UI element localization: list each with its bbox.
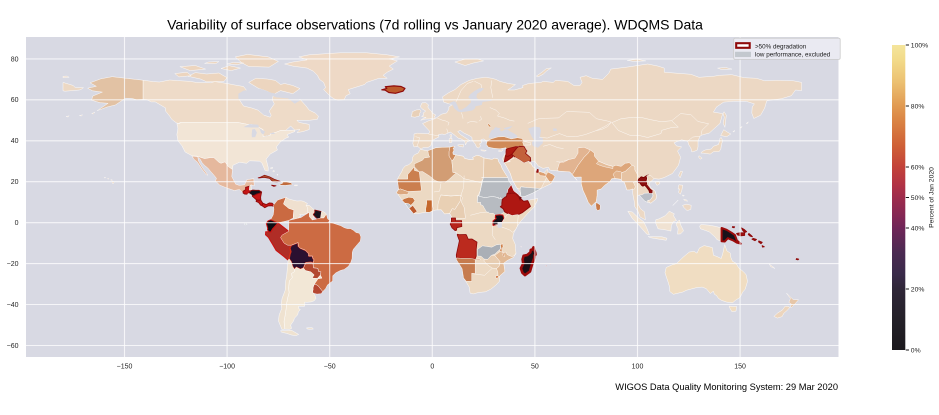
svg-text:>50% degradation: >50% degradation: [755, 43, 807, 50]
svg-text:50: 50: [531, 364, 539, 371]
svg-text:−50: −50: [324, 364, 336, 371]
svg-text:60: 60: [11, 97, 19, 104]
svg-text:−150: −150: [117, 364, 133, 371]
svg-text:150: 150: [734, 364, 746, 371]
svg-text:0%: 0%: [911, 348, 921, 355]
svg-text:low performance, excluded: low performance, excluded: [755, 52, 831, 59]
svg-text:100: 100: [632, 364, 644, 371]
svg-text:80: 80: [11, 56, 19, 63]
svg-text:−20: −20: [7, 261, 19, 268]
svg-text:Percent of Jan 2020: Percent of Jan 2020: [929, 167, 936, 228]
svg-text:50%: 50%: [911, 195, 925, 202]
svg-text:60%: 60%: [911, 165, 925, 172]
svg-text:80%: 80%: [911, 104, 925, 111]
svg-text:20%: 20%: [911, 287, 925, 294]
svg-text:40: 40: [11, 138, 19, 145]
svg-text:−100: −100: [219, 364, 235, 371]
svg-text:−40: −40: [7, 302, 19, 309]
svg-text:100%: 100%: [911, 43, 928, 50]
svg-text:0: 0: [430, 364, 434, 371]
svg-text:20: 20: [11, 179, 19, 186]
svg-text:WIGOS Data Quality Monitoring: WIGOS Data Quality Monitoring System: 29…: [615, 382, 838, 392]
svg-text:0: 0: [15, 220, 19, 227]
svg-text:Variability of surface observa: Variability of surface observations (7d …: [167, 17, 703, 33]
svg-text:−60: −60: [7, 343, 19, 350]
svg-text:40%: 40%: [911, 226, 925, 233]
